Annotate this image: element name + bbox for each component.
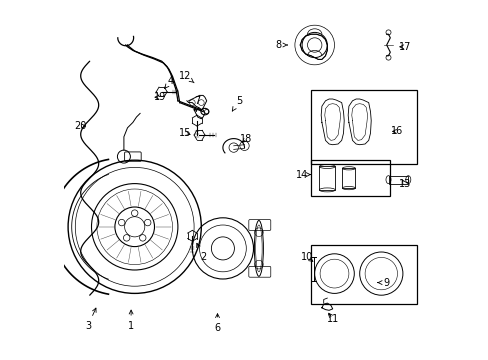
Text: 5: 5 bbox=[232, 96, 242, 111]
Text: 19: 19 bbox=[153, 92, 166, 102]
Text: 17: 17 bbox=[398, 42, 410, 52]
Text: 2: 2 bbox=[196, 243, 206, 262]
Text: 8: 8 bbox=[275, 40, 287, 50]
Text: 14: 14 bbox=[295, 170, 310, 180]
Text: 3: 3 bbox=[84, 308, 96, 331]
Bar bbox=[310, 90, 416, 164]
Text: 9: 9 bbox=[377, 278, 389, 288]
Bar bbox=[319, 166, 335, 190]
Bar bbox=[310, 245, 416, 304]
Bar bbox=[342, 168, 355, 188]
Text: 16: 16 bbox=[390, 126, 403, 136]
Text: 7: 7 bbox=[194, 96, 201, 112]
Text: 11: 11 bbox=[326, 313, 338, 324]
Bar bbox=[310, 160, 389, 196]
Text: 18: 18 bbox=[240, 134, 252, 144]
Text: 13: 13 bbox=[398, 179, 410, 189]
Text: 6: 6 bbox=[214, 314, 220, 333]
Text: 15: 15 bbox=[179, 128, 191, 138]
Text: 10: 10 bbox=[301, 252, 313, 262]
Text: 12: 12 bbox=[179, 71, 194, 83]
Text: 4: 4 bbox=[164, 76, 173, 89]
Text: 20: 20 bbox=[74, 121, 87, 131]
Text: 1: 1 bbox=[128, 310, 134, 331]
Bar bbox=[387, 176, 407, 184]
